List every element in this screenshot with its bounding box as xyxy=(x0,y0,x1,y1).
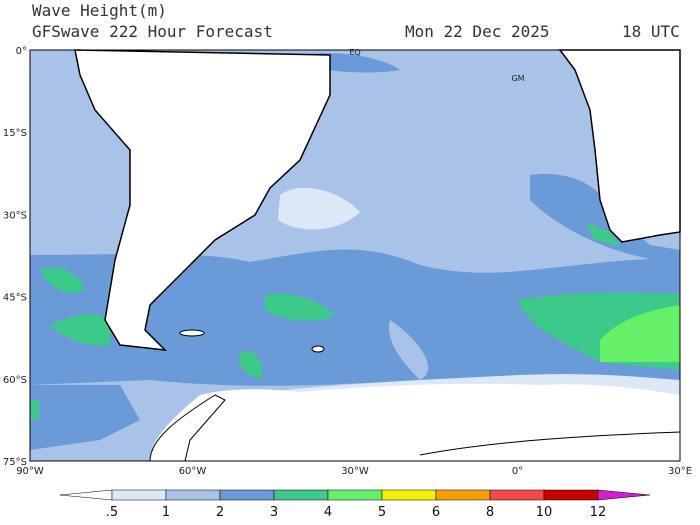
colorbar-label: 6 xyxy=(432,505,440,520)
colorbar-arrow xyxy=(597,489,651,501)
lat-label: 0° xyxy=(16,46,27,57)
colorbar-label: 2 xyxy=(216,505,224,520)
lon-label: 90°W xyxy=(16,466,44,477)
colorbar-label: 5 xyxy=(378,505,386,520)
colorbar-swatch xyxy=(381,489,437,501)
colorbar-swatch xyxy=(489,489,545,501)
colorbar-label: 4 xyxy=(324,505,332,520)
lat-label: 45°S xyxy=(3,293,27,304)
colorbar-swatch xyxy=(165,489,221,501)
colorbar-label: 8 xyxy=(486,505,494,520)
lon-label: 30°W xyxy=(341,466,369,477)
annotation: GM xyxy=(511,74,524,83)
colorbar-swatch xyxy=(219,489,275,501)
colorbar-label: 3 xyxy=(270,505,278,520)
lat-label: 15°S xyxy=(3,128,27,139)
colorbar-label: 1 xyxy=(162,505,170,520)
colorbar-label: 12 xyxy=(590,505,607,520)
colorbar-arrow xyxy=(59,489,113,501)
colorbar-label: .5 xyxy=(106,505,118,520)
colorbar-swatch xyxy=(273,489,329,501)
date: Mon 22 Dec 2025 xyxy=(405,22,550,41)
title: Wave Height(m) xyxy=(32,1,167,20)
subtitle: GFSwave 222 Hour Forecast xyxy=(32,22,273,41)
map xyxy=(29,49,681,462)
annotation: EQ xyxy=(349,48,360,57)
colorbar-swatch xyxy=(435,489,491,501)
lat-label: 75°S xyxy=(3,457,27,468)
colorbar-swatch xyxy=(543,489,599,501)
lon-label: 30°E xyxy=(668,466,692,477)
lon-label: 0° xyxy=(512,466,523,477)
colorbar-swatch xyxy=(327,489,383,501)
lon-label: 60°W xyxy=(179,466,207,477)
colorbar-swatch xyxy=(111,489,167,501)
lat-label: 60°S xyxy=(3,375,27,386)
lat-label: 30°S xyxy=(3,210,27,221)
time: 18 UTC xyxy=(622,22,680,41)
colorbar-label: 10 xyxy=(536,505,553,520)
